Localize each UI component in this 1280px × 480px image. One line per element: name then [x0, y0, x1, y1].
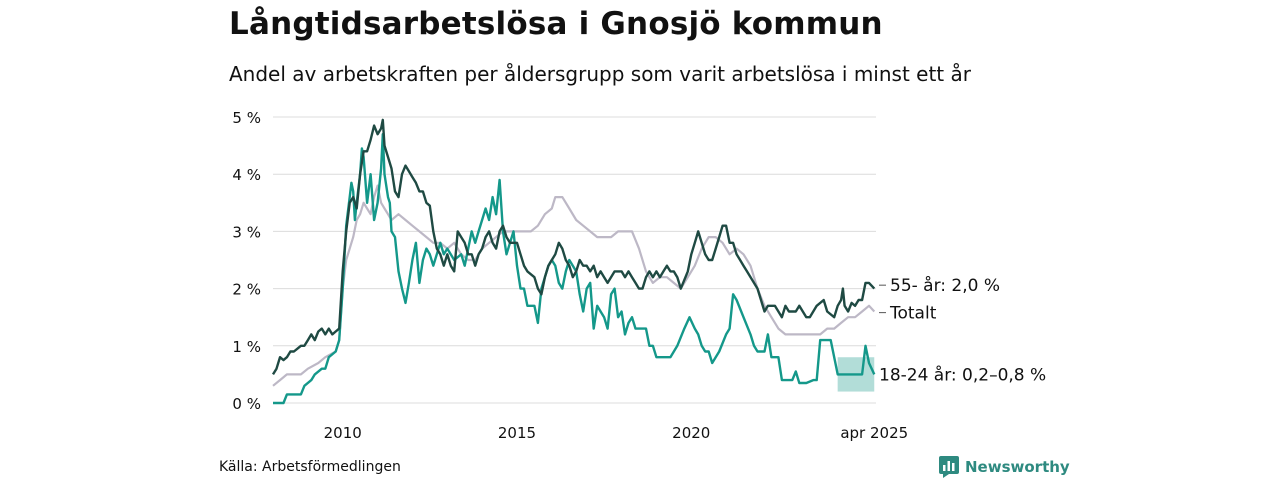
y-tick-label-3: 3 % [232, 223, 261, 241]
series-line-young [273, 133, 876, 405]
series-line-older [271, 118, 876, 376]
total-series-label: Totalt [889, 304, 937, 324]
x-tick-label-2: 2020 [672, 424, 710, 442]
series-labels: Totalt 18-24 år: 0,2–0,8 % 55- år: 2,0 % [879, 275, 1046, 385]
series-line-total [272, 184, 876, 387]
y-tick-label-2: 2 % [232, 281, 261, 299]
source-note: Källa: Arbetsförmedlingen [219, 459, 401, 475]
y-tick-label-5: 5 % [232, 109, 261, 127]
x-tick-label-1: 2015 [498, 424, 536, 442]
young-series-label: 18-24 år: 0,2–0,8 % [879, 364, 1046, 385]
brand-name: Newsworthy [965, 458, 1070, 476]
x-tick-label-3: apr 2025 [840, 424, 908, 442]
y-tick-label-0: 0 % [232, 395, 261, 413]
y-axis-ticks: 0 % 1 % 2 % 3 % 4 % 5 % [232, 109, 261, 413]
y-tick-label-1: 1 % [232, 338, 261, 356]
x-tick-label-0: 2010 [324, 424, 362, 442]
chart-subtitle: Andel av arbetskraften per åldersgrupp s… [229, 62, 971, 86]
grid-lines [273, 116, 876, 404]
series-lines [271, 118, 876, 405]
x-axis-ticks: 2010 2015 2020 apr 2025 [324, 424, 909, 442]
chart-title: Långtidsarbetslösa i Gnosjö kommun [229, 6, 883, 42]
newsworthy-logo[interactable]: Newsworthy [939, 456, 1070, 478]
older-series-label: 55- år: 2,0 % [890, 275, 1000, 296]
newsworthy-logo-icon [939, 456, 959, 478]
y-tick-label-4: 4 % [232, 166, 261, 184]
